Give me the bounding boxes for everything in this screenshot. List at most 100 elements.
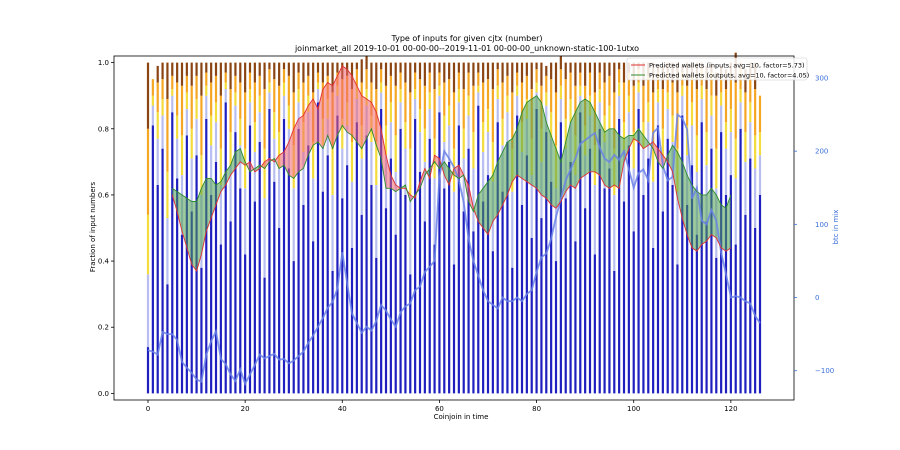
x-tick-label: 120 xyxy=(724,405,737,413)
y2-tick-label: −100 xyxy=(815,367,834,375)
area-between-lines xyxy=(522,102,527,182)
area-between-lines xyxy=(575,102,581,189)
bar-yellow xyxy=(608,105,611,129)
bar-yellow xyxy=(200,155,203,195)
bar-yellow xyxy=(715,148,718,189)
bar-light xyxy=(700,99,703,123)
y-tick-label: 0.0 xyxy=(98,390,109,398)
bar-brown xyxy=(229,62,232,90)
bar-yellow xyxy=(603,115,606,142)
bar-orange xyxy=(457,72,460,90)
bar-brown xyxy=(593,62,596,93)
bar-light xyxy=(219,185,222,245)
bar-light xyxy=(394,171,397,235)
bar-light xyxy=(428,108,431,139)
chart-title: Type of inputs for given cjtx (number) xyxy=(390,34,542,43)
bar-brown xyxy=(273,62,276,80)
bar-light xyxy=(214,122,218,162)
y-tick-label: 1.0 xyxy=(98,59,109,67)
bar-base xyxy=(282,118,286,394)
bar-yellow xyxy=(176,115,179,139)
bar-base xyxy=(341,198,344,394)
bar-yellow xyxy=(239,118,242,146)
bar-orange xyxy=(297,72,300,90)
bar-base xyxy=(686,204,689,394)
bar-orange xyxy=(588,72,592,96)
bar-base xyxy=(156,185,159,394)
bar-light xyxy=(253,151,256,202)
bar-orange xyxy=(229,89,232,133)
bar-yellow xyxy=(754,135,757,169)
area-between-lines xyxy=(701,194,707,245)
bar-orange xyxy=(642,85,645,123)
bar-base xyxy=(705,221,708,394)
legend-label: Predicted wallets (outputs, avg=10, fact… xyxy=(649,71,809,79)
bar-orange xyxy=(428,72,431,93)
bar-base xyxy=(370,185,373,394)
bar-brown xyxy=(316,62,320,73)
bar-base xyxy=(448,161,451,394)
bar-yellow xyxy=(695,135,698,172)
bar-base xyxy=(656,125,660,394)
bar-base xyxy=(350,247,354,394)
bar-light xyxy=(516,95,519,116)
area-between-lines xyxy=(381,128,386,189)
bar-light xyxy=(312,178,315,242)
bar-yellow xyxy=(180,135,184,176)
bar-yellow xyxy=(729,108,732,133)
bar-yellow xyxy=(496,85,499,99)
bar-orange xyxy=(365,69,368,90)
bar-orange xyxy=(647,75,650,103)
bar-base xyxy=(744,214,747,394)
bar-yellow xyxy=(598,89,601,103)
bar-orange xyxy=(210,82,213,116)
area-between-lines xyxy=(473,194,479,222)
bar-orange xyxy=(472,85,475,133)
bar-light xyxy=(642,148,645,195)
bar-light xyxy=(448,125,451,162)
bar-orange xyxy=(278,85,281,133)
bar-yellow xyxy=(312,142,315,179)
area-between-lines xyxy=(186,198,192,265)
bar-orange xyxy=(151,79,154,96)
bar-orange xyxy=(501,82,504,119)
bar-light xyxy=(511,191,514,268)
bar-brown xyxy=(282,62,286,70)
bar-light xyxy=(724,148,728,195)
bar-light xyxy=(652,181,655,248)
bar-light xyxy=(244,188,247,255)
bar-light xyxy=(409,194,412,275)
bar-base xyxy=(467,148,470,394)
area-between-lines xyxy=(337,65,343,136)
bar-yellow xyxy=(384,125,388,156)
bar-base xyxy=(375,257,378,394)
bar-brown xyxy=(370,62,373,83)
bar-brown xyxy=(384,62,388,86)
bar-base xyxy=(384,208,388,394)
bar-yellow xyxy=(661,128,664,159)
bar-base xyxy=(535,108,538,394)
bar-base xyxy=(618,118,621,394)
bar-yellow xyxy=(564,118,567,149)
bar-brown xyxy=(506,62,509,76)
area-between-lines xyxy=(604,128,610,189)
bar-light xyxy=(292,188,295,262)
bar-light xyxy=(326,118,329,156)
bar-light xyxy=(399,102,402,129)
bar-brown xyxy=(618,62,621,70)
bar-brown xyxy=(559,56,562,70)
bar-orange xyxy=(239,82,242,119)
bar-brown xyxy=(331,62,334,93)
bar-light xyxy=(676,191,679,265)
bar-orange xyxy=(666,72,669,93)
bar-base xyxy=(365,135,368,394)
bar-brown xyxy=(171,62,174,76)
bar-base xyxy=(263,277,266,394)
bar-light xyxy=(185,108,188,136)
bar-orange xyxy=(224,72,227,83)
area-between-lines xyxy=(434,155,440,169)
bar-base xyxy=(462,211,465,394)
bar-brown xyxy=(219,62,222,96)
bar-yellow xyxy=(414,89,417,99)
bar-brown xyxy=(176,62,179,83)
